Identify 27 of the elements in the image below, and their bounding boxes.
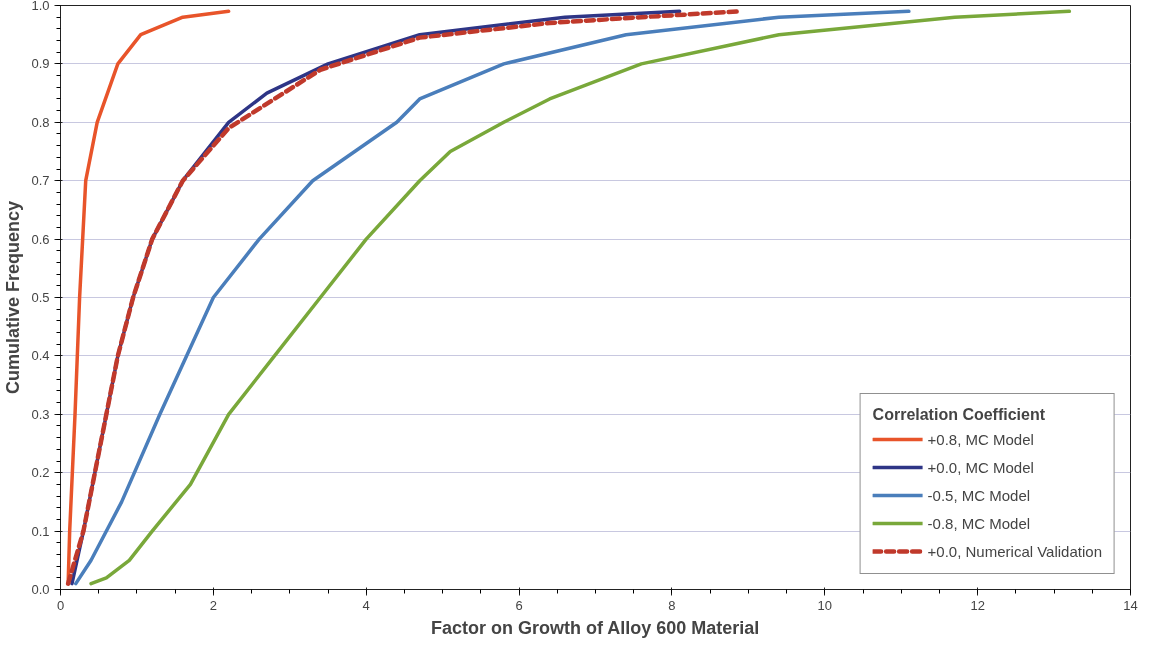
y-tick-label: 0.8 xyxy=(31,114,50,130)
legend-label: +0.0, Numerical Validation xyxy=(927,542,1102,560)
y-tick-label: 0.0 xyxy=(31,582,50,597)
legend-label: -0.5, MC Model xyxy=(927,486,1031,504)
legend-label: +0.0, MC Model xyxy=(927,458,1034,476)
y-tick-label: 1.0 xyxy=(31,0,50,13)
y-tick-label: 0.5 xyxy=(31,290,50,305)
legend-label: -0.8, MC Model xyxy=(927,514,1031,532)
y-tick-label: 0.9 xyxy=(31,56,50,72)
x-tick-label: 2 xyxy=(209,597,217,613)
y-tick-label: 0.4 xyxy=(31,348,50,364)
x-tick-label: 4 xyxy=(362,597,370,613)
y-tick-label: 0.2 xyxy=(31,465,50,481)
y-axis-title: Cumulative Frequency xyxy=(3,200,24,395)
y-tick-label: 0.3 xyxy=(31,406,50,422)
y-tick-label: 0.6 xyxy=(31,231,50,247)
y-tick-label: 0.7 xyxy=(31,173,50,189)
x-tick-label: 14 xyxy=(1123,597,1138,613)
legend-label: +0.8, MC Model xyxy=(927,430,1034,448)
x-tick-label: 8 xyxy=(668,597,676,613)
x-tick-label: 6 xyxy=(515,597,523,613)
x-tick-label: 12 xyxy=(970,597,985,613)
x-tick-label: 10 xyxy=(817,597,833,613)
y-tick-label: 0.1 xyxy=(31,523,50,539)
legend-title: Correlation Coefficient xyxy=(872,406,1047,424)
x-tick-label: 0 xyxy=(56,597,65,613)
x-axis-title: Factor on Growth of Alloy 600 Material xyxy=(430,617,760,638)
